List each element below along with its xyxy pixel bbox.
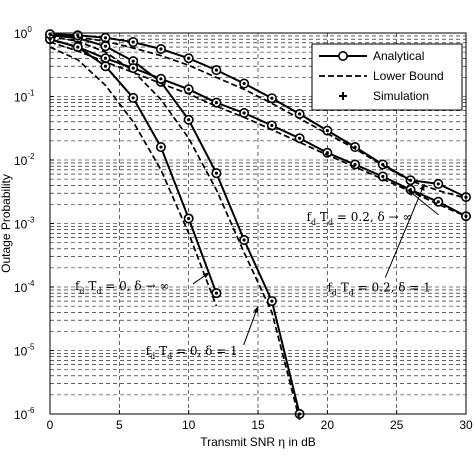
series-fd0_inf-simulation-point xyxy=(131,96,135,100)
series-fd02_1-simulation-point xyxy=(298,112,302,116)
series-fd02_inf-lower-bound-line xyxy=(49,41,467,218)
series-fd02_1-lower-bound-line xyxy=(49,34,467,200)
series-fd02_1-simulation-point xyxy=(159,47,163,51)
annotation-arrowhead-fd02_1 xyxy=(419,183,425,191)
legend-simulation-marker xyxy=(339,92,347,100)
annotation-arrow-fd0_1 xyxy=(243,305,259,346)
x-tick-label: 10 xyxy=(182,418,196,432)
annotation-arrowhead-fd0_1 xyxy=(253,306,259,314)
legend-label: Simulation xyxy=(373,89,429,103)
series-fd0_1-simulation-point xyxy=(270,299,274,303)
series-fd0_1-simulation-point xyxy=(131,59,135,63)
series-fd0_inf-simulation-point xyxy=(159,145,163,149)
annotation-fd02_inf: fd Td = 0.2, δ → ∞ xyxy=(307,210,413,227)
series-fd02_1-simulation-point xyxy=(131,40,135,44)
axis-ticks: 0 5 10 15 20 25 30 100 10-1 10-2 10-3 10-4 10-5 10-6 xyxy=(14,25,473,432)
series-fd02_1-analytical-line xyxy=(49,33,467,199)
series-fd02_1-simulation-point xyxy=(103,36,108,40)
y-tick-label: 10-5 xyxy=(14,343,35,359)
series-fd0_1-lower-bound-line xyxy=(49,35,301,421)
x-tick-label: 5 xyxy=(116,418,123,432)
annotation-fd02_1: fd Td = 0.2, δ = 1 xyxy=(327,280,430,297)
annotations: fd Td = 0.2, δ → ∞ fd Td = 0, δ → ∞ fd Td … xyxy=(75,183,439,361)
x-tick-label: 25 xyxy=(390,418,404,432)
series-fd02_inf-analytical-line xyxy=(49,38,467,218)
series-fd02_1-simulation-point xyxy=(242,81,246,86)
annotation-fd0_1: fd Td = 0, δ = 1 xyxy=(146,344,238,361)
y-tick-label: 100 xyxy=(14,25,32,41)
x-tick-label: 30 xyxy=(459,418,473,432)
annotation-arrow-fd02_1 xyxy=(384,183,425,278)
series-fd02_inf-simulation-point xyxy=(76,45,80,49)
y-tick-label: 10-6 xyxy=(14,406,35,422)
legend-label: Lower Bound xyxy=(373,69,444,83)
series-fd02_1-simulation-point xyxy=(214,68,218,72)
series-fd02_1-simulation-point xyxy=(325,129,329,133)
annotation-arrowhead-fd0_inf xyxy=(202,272,210,279)
series-fd0_1-simulation-point xyxy=(242,238,246,242)
series-fd0_inf-simulation-point xyxy=(103,64,108,68)
series-fd02_1-simulation-point xyxy=(436,182,440,186)
legend-analytical-marker xyxy=(337,50,348,61)
annotation-arrowhead-fd02_inf xyxy=(407,189,415,196)
annotation-arrow-fd02_inf xyxy=(407,189,439,216)
x-tick-label: 20 xyxy=(321,418,335,432)
series-fd02_inf-simulation-point xyxy=(298,136,302,140)
y-tick-label: 10-1 xyxy=(14,89,35,105)
series-fd02_inf-simulation-point xyxy=(242,111,246,115)
legend: Analytical Lower Bound Simulation xyxy=(311,43,463,111)
y-tick-label: 10-4 xyxy=(14,279,35,295)
y-tick-label: 10-3 xyxy=(14,216,35,232)
y-tick-label: 10-2 xyxy=(14,152,35,168)
series-fd0_inf-lower-bound-line xyxy=(49,46,218,307)
series-fd02_inf-simulation-point xyxy=(325,151,329,155)
annotation-fd0_inf: fd Td = 0, δ → ∞ xyxy=(75,279,169,296)
series-fd0_1-simulation-point xyxy=(103,44,108,48)
x-axis-label: Transmit SNR η in dB xyxy=(200,435,316,449)
series-fd0_1-simulation-point xyxy=(214,171,218,175)
series-fd0_1-simulation-point xyxy=(187,118,191,122)
series-fd02_1-simulation-point xyxy=(270,96,274,100)
series-fd02_inf-simulation-point xyxy=(270,123,274,128)
legend-label: Analytical xyxy=(373,49,424,63)
y-axis-label: Outage Probability xyxy=(0,174,13,273)
series-fd02_inf-simulation-point xyxy=(353,162,357,167)
x-tick-label: 15 xyxy=(251,418,265,432)
series-fd02_inf-simulation-point xyxy=(381,174,385,179)
series-layer xyxy=(44,29,471,421)
series-fd0_1-analytical-line xyxy=(49,34,301,415)
series-fd0_inf-simulation-point xyxy=(214,291,218,295)
x-tick-label: 0 xyxy=(47,418,54,432)
series-fd02_inf-simulation-point xyxy=(214,101,218,105)
series-fd0_inf-simulation-point xyxy=(187,216,191,221)
series-fd02_inf-simulation-point xyxy=(131,66,135,70)
series-fd02_inf-simulation-point xyxy=(103,56,108,60)
series-fd02_1-simulation-point xyxy=(187,56,191,60)
series-fd02_inf-simulation-point xyxy=(159,77,163,81)
series-fd02_inf-simulation-point xyxy=(436,200,440,204)
series-fd02_inf-simulation-point xyxy=(187,87,191,91)
series-fd02_1-simulation-point xyxy=(76,33,80,37)
